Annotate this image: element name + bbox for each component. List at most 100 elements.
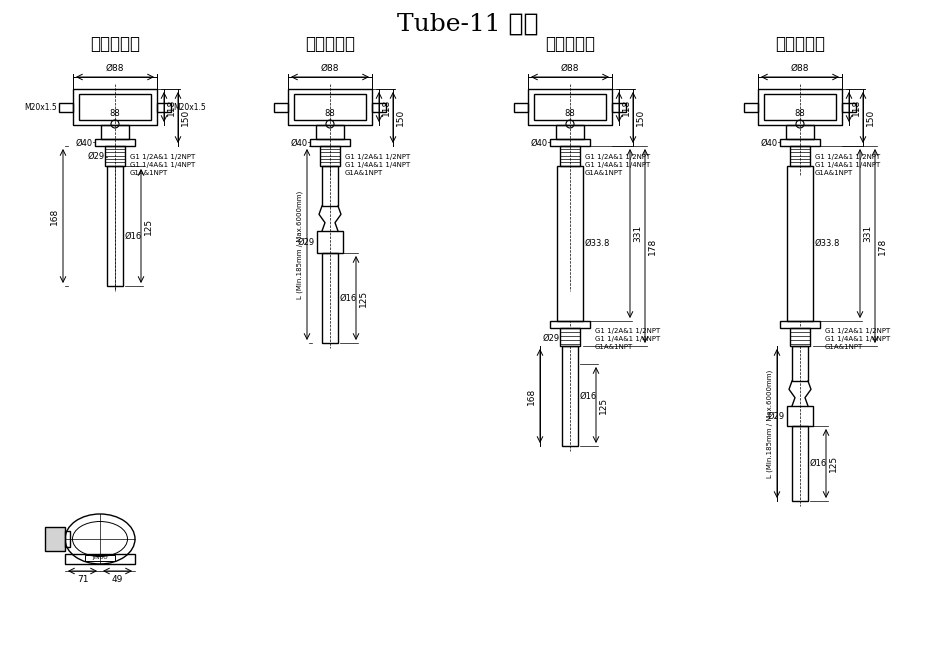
Bar xyxy=(763,94,835,120)
Bar xyxy=(785,125,813,139)
Text: G1 1/2A&1 1/2NPT: G1 1/2A&1 1/2NPT xyxy=(824,328,889,334)
Bar xyxy=(372,103,386,112)
Text: Tube-11 螺纹: Tube-11 螺纹 xyxy=(397,13,538,35)
Text: Ø88: Ø88 xyxy=(560,64,578,73)
Bar xyxy=(786,166,812,321)
Text: 高温标准型: 高温标准型 xyxy=(545,35,594,53)
Text: Ø40: Ø40 xyxy=(760,138,777,147)
Bar xyxy=(107,166,123,286)
Text: 88: 88 xyxy=(324,108,335,118)
Text: Ø16: Ø16 xyxy=(340,294,357,302)
Bar xyxy=(528,89,611,125)
Text: JINUO: JINUO xyxy=(92,555,108,561)
Text: 常温标准型: 常温标准型 xyxy=(90,35,139,53)
Bar xyxy=(757,89,841,125)
Text: Ø40: Ø40 xyxy=(290,138,308,147)
Text: 150: 150 xyxy=(636,108,644,126)
Text: Ø16: Ø16 xyxy=(124,231,142,240)
Bar xyxy=(779,139,819,146)
Bar xyxy=(791,346,807,381)
Text: L (Min.185mm / Max.6000mm): L (Min.185mm / Max.6000mm) xyxy=(766,369,772,478)
Text: Ø40: Ø40 xyxy=(76,138,93,147)
Text: G1 1/4A&1 1/4NPT: G1 1/4A&1 1/4NPT xyxy=(814,162,879,168)
Text: Ø29: Ø29 xyxy=(768,411,784,421)
Text: G1 1/4A&1 1/4NPT: G1 1/4A&1 1/4NPT xyxy=(824,336,889,342)
Bar xyxy=(611,103,625,112)
Text: 331: 331 xyxy=(633,225,641,242)
Bar xyxy=(786,406,812,426)
Text: Ø16: Ø16 xyxy=(579,391,596,401)
Text: 125: 125 xyxy=(828,455,837,472)
Text: Ø33.8: Ø33.8 xyxy=(814,239,840,248)
Bar xyxy=(320,146,340,166)
Bar xyxy=(273,103,287,112)
Bar xyxy=(791,426,807,501)
Text: G1A&1NPT: G1A&1NPT xyxy=(824,344,862,350)
Text: 150: 150 xyxy=(396,108,404,126)
Bar xyxy=(294,94,366,120)
Bar xyxy=(789,146,809,166)
Bar xyxy=(841,103,856,112)
Text: 71: 71 xyxy=(77,575,88,584)
Text: 150: 150 xyxy=(181,108,190,126)
Bar xyxy=(157,103,170,112)
Bar xyxy=(560,328,579,346)
Bar xyxy=(59,103,73,112)
Text: G1 1/2A&1 1/2NPT: G1 1/2A&1 1/2NPT xyxy=(344,154,410,160)
Text: G1 1/2A&1 1/2NPT: G1 1/2A&1 1/2NPT xyxy=(584,154,650,160)
Text: 118: 118 xyxy=(851,98,860,116)
Text: G1A&1NPT: G1A&1NPT xyxy=(344,170,383,176)
Text: Ø88: Ø88 xyxy=(106,64,124,73)
Bar xyxy=(549,139,590,146)
Text: G1 1/4A&1 1/4NPT: G1 1/4A&1 1/4NPT xyxy=(594,336,660,342)
Bar xyxy=(65,554,135,564)
Text: 118: 118 xyxy=(622,98,630,116)
Bar xyxy=(514,103,528,112)
Text: 178: 178 xyxy=(877,237,886,255)
Text: G1A&1NPT: G1A&1NPT xyxy=(584,170,622,176)
Text: 88: 88 xyxy=(794,108,805,118)
Bar xyxy=(73,89,157,125)
Text: Ø40: Ø40 xyxy=(531,138,548,147)
Bar xyxy=(310,139,350,146)
Text: 125: 125 xyxy=(144,217,153,235)
Text: 高温加长型: 高温加长型 xyxy=(774,35,824,53)
Text: 331: 331 xyxy=(862,225,871,242)
Bar xyxy=(85,555,115,561)
Bar xyxy=(65,531,70,547)
Bar xyxy=(105,146,124,166)
Bar xyxy=(45,527,65,551)
Bar xyxy=(316,231,343,253)
Bar xyxy=(322,253,338,343)
Text: G1 1/4A&1 1/4NPT: G1 1/4A&1 1/4NPT xyxy=(130,162,195,168)
Text: 118: 118 xyxy=(167,98,176,116)
Bar xyxy=(534,94,606,120)
Bar xyxy=(556,166,582,321)
Bar xyxy=(322,166,338,206)
Text: G1 1/2A&1 1/2NPT: G1 1/2A&1 1/2NPT xyxy=(814,154,879,160)
Text: G1A&1NPT: G1A&1NPT xyxy=(814,170,853,176)
Bar xyxy=(779,321,819,328)
Text: 178: 178 xyxy=(648,237,656,255)
Text: 168: 168 xyxy=(526,387,535,405)
Bar xyxy=(95,139,135,146)
Text: Ø16: Ø16 xyxy=(809,459,826,468)
Text: 88: 88 xyxy=(564,108,575,118)
Text: 150: 150 xyxy=(865,108,874,126)
Bar xyxy=(549,321,590,328)
Text: Ø88: Ø88 xyxy=(790,64,809,73)
Text: 125: 125 xyxy=(358,290,368,306)
Bar xyxy=(555,125,583,139)
Bar xyxy=(287,89,372,125)
Bar xyxy=(79,94,151,120)
Bar xyxy=(315,125,344,139)
Text: Ø33.8: Ø33.8 xyxy=(584,239,609,248)
Text: Ø88: Ø88 xyxy=(320,64,339,73)
Text: Ø29: Ø29 xyxy=(298,237,314,246)
Text: Ø29: Ø29 xyxy=(542,334,560,343)
Text: L (Min.185mm / Max.6000mm): L (Min.185mm / Max.6000mm) xyxy=(296,191,302,298)
Text: G1A&1NPT: G1A&1NPT xyxy=(594,344,633,350)
Text: 125: 125 xyxy=(598,397,607,413)
Bar xyxy=(789,328,809,346)
Text: 常温加长型: 常温加长型 xyxy=(305,35,355,53)
